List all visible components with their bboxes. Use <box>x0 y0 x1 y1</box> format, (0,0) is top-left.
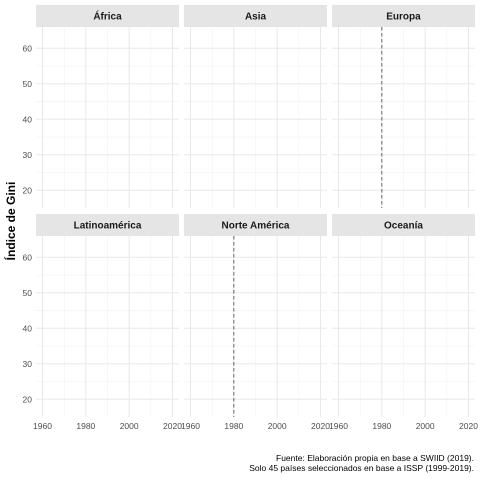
facet-panel-africa: África <box>36 5 179 208</box>
chart-caption: Fuente: Elaboración propia en base a SWI… <box>249 453 474 473</box>
caption-source: Fuente: Elaboración propia en base a SWI… <box>276 453 474 463</box>
facet-strip-label: Norte América <box>222 221 290 232</box>
x-tick-label: 1960 <box>329 421 348 431</box>
facet-panel-latinoamerica: Latinoamérica <box>36 214 179 417</box>
x-tick-label: 1980 <box>224 421 243 431</box>
facet-strip <box>184 5 327 27</box>
y-axis-title: Índice de Gini <box>3 182 18 261</box>
facet-strip <box>332 214 475 236</box>
x-tick-label: 1960 <box>181 421 200 431</box>
y-tick-label: 60 <box>23 252 33 262</box>
facet-strip <box>36 214 179 236</box>
y-tick-label: 20 <box>23 185 33 195</box>
facet-strip <box>184 214 327 236</box>
x-tick-label: 2000 <box>120 421 139 431</box>
y-tick-label: 60 <box>23 43 33 53</box>
y-tick-label: 40 <box>23 114 33 124</box>
facet-strip-label: Europa <box>386 12 421 23</box>
x-tick-label: 1980 <box>76 421 95 431</box>
y-tick-label: 30 <box>23 150 33 160</box>
facet-panel-norte-america: Norte América <box>184 214 327 417</box>
facet-strip-label: Latinoamérica <box>74 221 142 232</box>
x-tick-label: 1980 <box>372 421 391 431</box>
facet-panel-europa: Europa <box>332 5 475 208</box>
y-tick-label: 30 <box>23 359 33 369</box>
x-tick-label: 2000 <box>416 421 435 431</box>
facet-strip-label: África <box>93 10 122 23</box>
facet-strip <box>332 5 475 27</box>
facet-strip-label: Oceanía <box>384 221 423 232</box>
x-tick-label: 2020 <box>459 421 478 431</box>
facet-panel-asia: Asia <box>184 5 327 208</box>
caption-note: Solo 45 países seleccionados en base a I… <box>249 463 474 473</box>
facet-strip <box>36 5 179 27</box>
x-tick-label: 1960 <box>33 421 52 431</box>
y-tick-label: 50 <box>23 79 33 89</box>
y-tick-label: 50 <box>23 288 33 298</box>
x-tick-label: 2000 <box>268 421 287 431</box>
y-tick-label: 20 <box>23 394 33 404</box>
facet-strip-label: Asia <box>245 12 267 23</box>
x-tick-label: 2020 <box>163 421 182 431</box>
facet-panel-oceania: Oceanía <box>332 214 475 417</box>
y-tick-label: 40 <box>23 323 33 333</box>
x-tick-label: 2020 <box>311 421 330 431</box>
